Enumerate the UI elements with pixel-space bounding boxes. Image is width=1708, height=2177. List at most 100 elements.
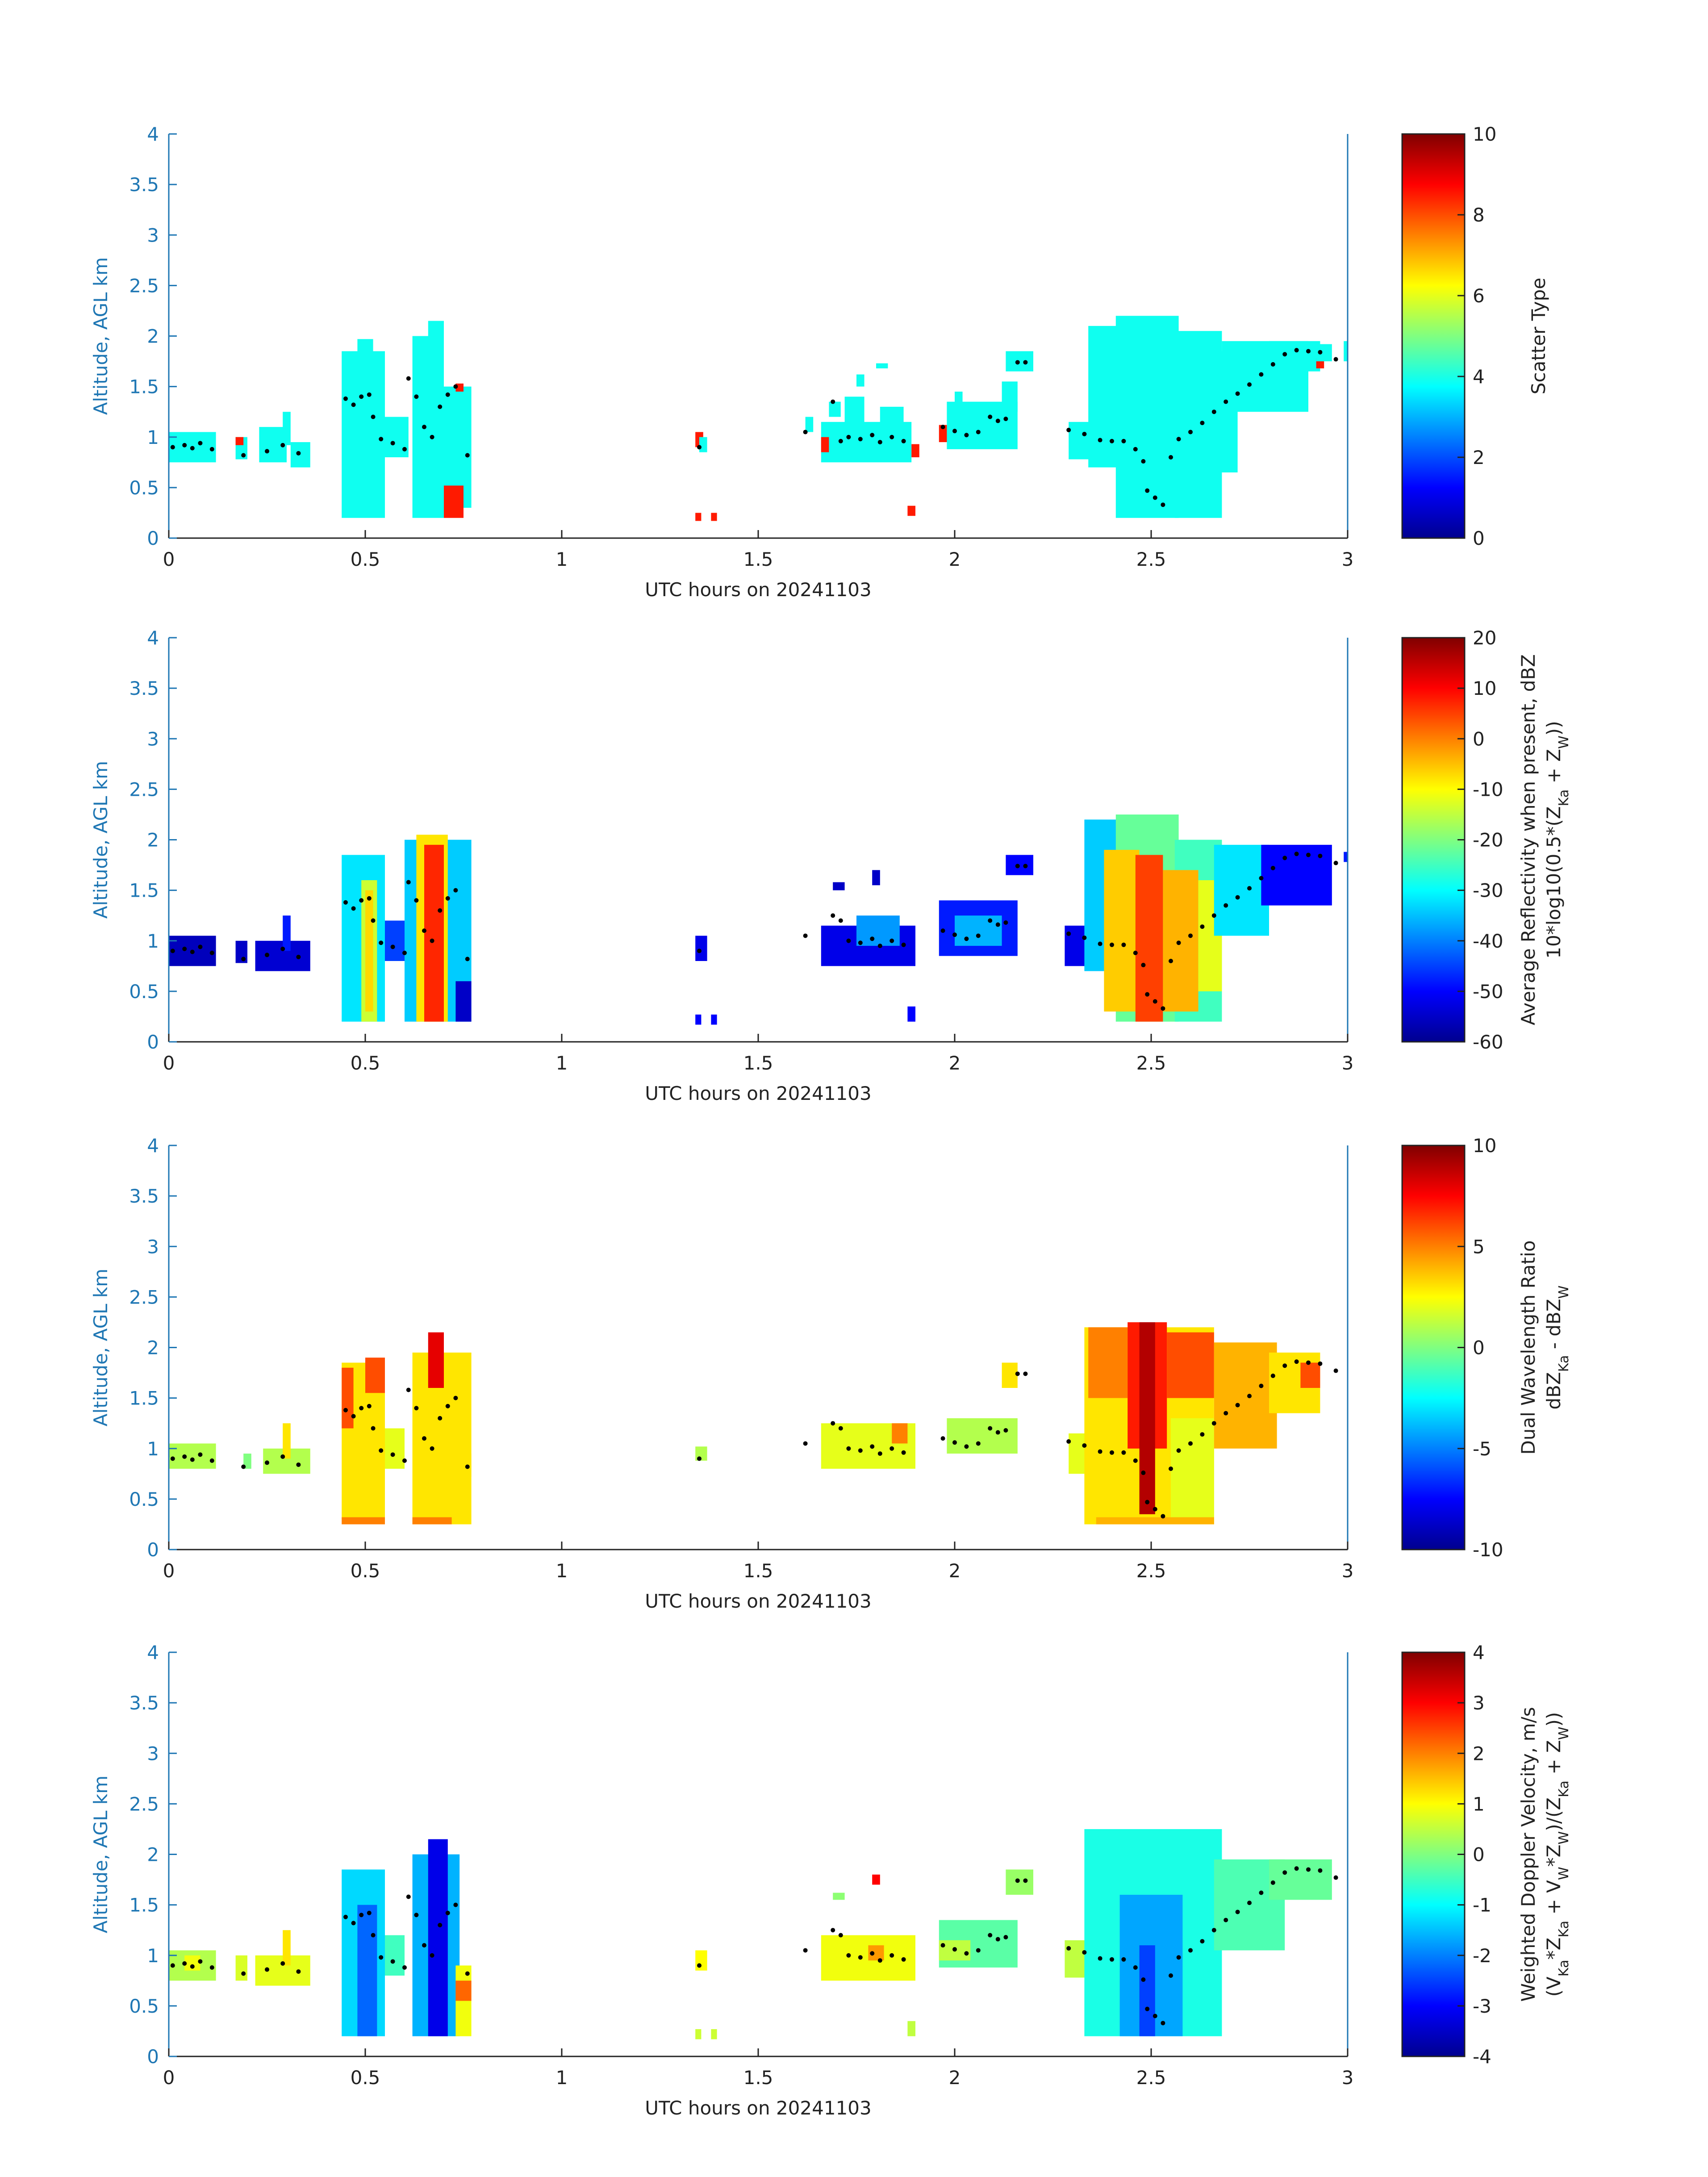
marker-point [901, 1450, 906, 1455]
marker-point [198, 1452, 203, 1457]
colorbar-tick-label: 4 [1473, 1642, 1485, 1663]
marker-point [1169, 1973, 1173, 1978]
y-tick-label: 1.5 [129, 1894, 159, 1916]
colorbar-label-subscript: Ka [1556, 1780, 1571, 1797]
marker-point [438, 1416, 443, 1421]
data-cell [1163, 870, 1199, 1012]
marker-point [1023, 1371, 1028, 1376]
y-axis-label: Altitude, AGL km [90, 257, 112, 415]
data-cell [955, 915, 1002, 946]
colorbar-tick-label: 3 [1473, 1692, 1485, 1714]
marker-point [1098, 941, 1102, 946]
marker-point [952, 1440, 957, 1445]
data-cell [255, 940, 310, 971]
marker-point [1224, 1918, 1228, 1922]
marker-point [1306, 1360, 1311, 1365]
marker-point [901, 942, 906, 947]
marker-point [1270, 865, 1275, 870]
marker-point [964, 1951, 969, 1956]
marker-point [1015, 1878, 1020, 1883]
marker-point [209, 1458, 214, 1463]
marker-point [1294, 1866, 1299, 1871]
marker-point [280, 1454, 285, 1459]
colorbar-label-line1: Weighted Doppler Velocity, m/s [1517, 1707, 1539, 2002]
marker-point [453, 1396, 458, 1400]
marker-point [1161, 2021, 1165, 2026]
data-cell [711, 2029, 717, 2039]
marker-point [1282, 352, 1287, 357]
marker-point [465, 453, 470, 458]
colorbar-label-subscript: Ka [1556, 1921, 1571, 1938]
colorbar-label-subscript: Ka [1556, 1960, 1571, 1976]
marker-point [406, 1894, 411, 1899]
marker-point [406, 1387, 411, 1392]
marker-point [1200, 1432, 1205, 1437]
marker-point [465, 1971, 470, 1976]
marker-point [379, 437, 384, 442]
marker-point [838, 1933, 843, 1938]
y-tick-label: 4 [147, 123, 159, 145]
x-tick-label: 2 [949, 1560, 961, 1582]
x-axis-label: UTC hours on 20241103 [645, 1590, 872, 1612]
marker-point [296, 451, 301, 455]
colorbar-label-subscript: W [1556, 1285, 1571, 1299]
colorbar-tick-label: -20 [1473, 829, 1503, 851]
marker-point [1176, 1955, 1181, 1960]
marker-point [1259, 372, 1264, 377]
colorbar-tick-label: -3 [1473, 1995, 1491, 2017]
marker-point [190, 1457, 195, 1462]
marker-point [1235, 1403, 1240, 1408]
marker-point [280, 1961, 285, 1966]
marker-point [889, 1446, 894, 1451]
marker-point [1224, 903, 1228, 908]
colorbar-tick-label: -10 [1473, 778, 1503, 800]
marker-point [1110, 942, 1114, 947]
marker-point [351, 1414, 356, 1419]
x-tick-label: 2 [949, 1052, 961, 1074]
marker-point [1294, 852, 1299, 857]
data-cell [283, 915, 291, 951]
colorbar-tick-label: 0 [1473, 728, 1485, 750]
data-cell [255, 1955, 310, 1986]
marker-point [351, 402, 356, 407]
colorbar-label-subscript: Ka [1556, 1355, 1571, 1372]
y-tick-label: 4 [147, 1642, 159, 1663]
marker-point [371, 414, 376, 419]
marker-point [1066, 1946, 1071, 1951]
marker-point [1259, 876, 1264, 881]
marker-point [343, 396, 348, 401]
marker-point [1153, 495, 1157, 500]
data-cell [947, 1418, 1018, 1454]
marker-point [296, 1462, 301, 1467]
marker-point [976, 430, 981, 435]
marker-point [1169, 959, 1173, 963]
x-tick-label: 3 [1342, 548, 1354, 570]
marker-point [170, 1456, 175, 1461]
y-tick-label: 2 [147, 829, 159, 851]
y-tick-label: 1 [147, 1438, 159, 1460]
marker-point [1318, 350, 1323, 355]
marker-point [1015, 360, 1020, 365]
marker-point [359, 1913, 364, 1918]
x-tick-label: 0 [163, 2067, 175, 2089]
marker-point [1066, 931, 1071, 936]
colorbar-tick-label: 1 [1473, 1793, 1485, 1815]
x-tick-label: 1.5 [743, 548, 773, 570]
marker-point [1121, 942, 1126, 947]
y-tick-label: 0 [147, 1031, 159, 1053]
marker-point [1145, 1500, 1150, 1504]
y-tick-label: 4 [147, 1135, 159, 1157]
marker-point [1098, 1956, 1102, 1961]
y-tick-label: 2.5 [129, 1286, 159, 1308]
marker-point [940, 1943, 945, 1948]
marker-point [198, 1959, 203, 1964]
marker-point [1161, 502, 1165, 507]
marker-point [1333, 1368, 1338, 1373]
data-cell [821, 437, 829, 452]
marker-point [889, 435, 894, 439]
colorbar-label-line2: )) [1543, 1712, 1565, 1727]
marker-point [838, 918, 843, 923]
marker-point [1294, 1359, 1299, 1364]
data-cell [1135, 855, 1163, 1022]
marker-point [414, 898, 419, 903]
